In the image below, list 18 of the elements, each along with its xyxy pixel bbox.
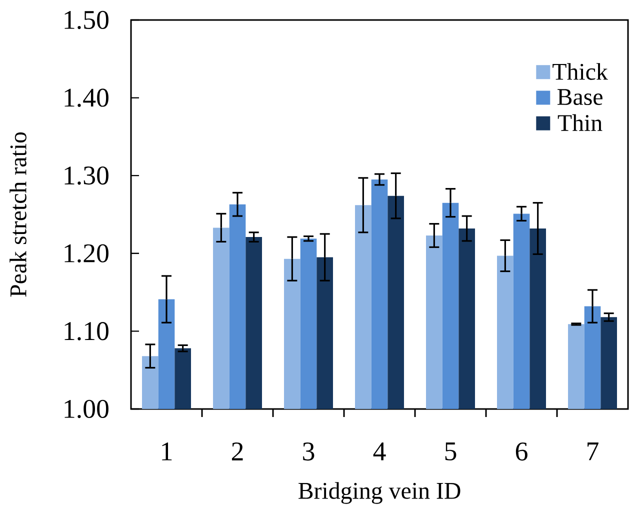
y-tick-label: 1.00: [64, 400, 108, 418]
x-tick-label: 5: [445, 442, 456, 460]
x-axis-title: Bridging vein ID: [298, 482, 460, 504]
legend-label: Base: [557, 89, 602, 106]
x-tick-label: 1: [162, 442, 172, 460]
x-tick-label: 7: [588, 442, 598, 460]
x-tick-label: 3: [303, 442, 314, 461]
y-axis-title: Peak stretch ratio: [10, 132, 26, 297]
y-tick-label: 1.10: [64, 322, 108, 340]
x-tick-label: 2: [232, 442, 243, 460]
x-tick-label: 4: [373, 442, 386, 460]
legend-label: Thin: [558, 114, 602, 131]
y-tick-label: 1.30: [64, 166, 108, 185]
y-tick-label: 1.40: [64, 88, 108, 107]
legend-label: Thick: [552, 63, 608, 80]
y-tick-label: 1.50: [64, 10, 108, 30]
x-tick-label: 6: [516, 442, 528, 461]
y-tick-label: 1.20: [64, 244, 108, 263]
